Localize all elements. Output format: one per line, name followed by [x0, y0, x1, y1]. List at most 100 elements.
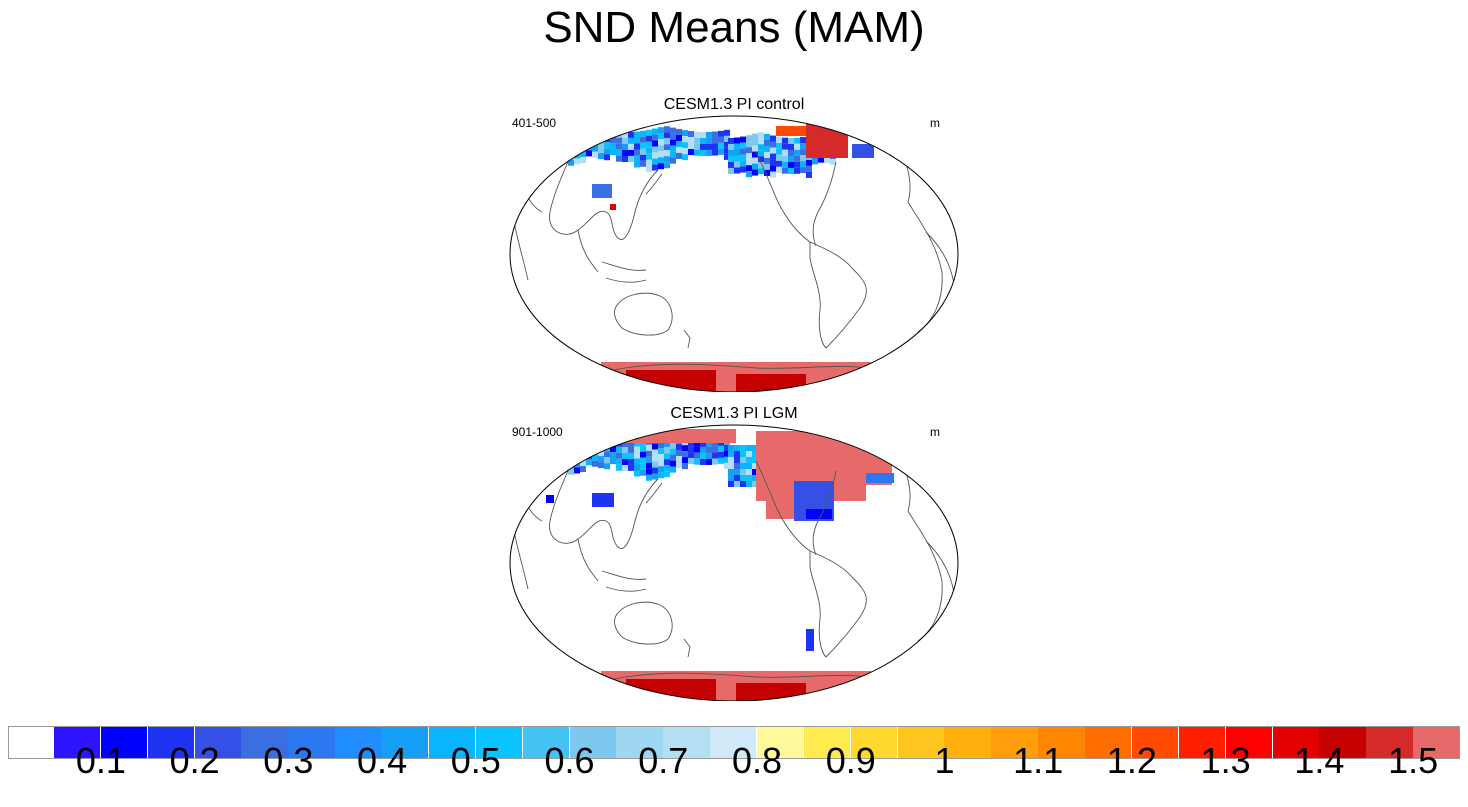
colorbar-tick-label: 0.6: [544, 740, 595, 781]
snow-cell: [646, 462, 652, 469]
colorbar-swatch: [288, 726, 336, 759]
snow-cell: [622, 458, 628, 465]
snow-cell: [752, 151, 758, 158]
snow-cell: [758, 150, 764, 157]
snow-cell: [574, 437, 580, 444]
snow-cell: [806, 629, 814, 651]
snow-cell: [580, 454, 586, 461]
snow-cell: [676, 455, 682, 462]
snow-cell: [788, 161, 794, 168]
snow-cell: [586, 441, 592, 448]
colorbar-swatch: [241, 726, 289, 759]
colorbar-tick-label: 1.3: [1200, 740, 1251, 781]
snow-cell: [740, 154, 746, 161]
snow-cell: [652, 128, 658, 135]
snow-cell: [740, 445, 746, 451]
snow-cell: [616, 155, 622, 162]
snow-cell: [758, 162, 764, 169]
snow-cell: [728, 475, 734, 481]
colorbar-swatch: [569, 726, 617, 759]
coastline: [577, 538, 647, 592]
snow-cell: [658, 442, 664, 449]
snow-cell: [788, 155, 794, 162]
snow-cell: [670, 151, 676, 158]
colorbar-swatch: [991, 726, 1039, 759]
snow-cell: [694, 149, 700, 156]
snow-cell: [740, 166, 746, 173]
snow-cell: [752, 451, 758, 457]
snow-cell: [724, 444, 730, 451]
snow-cell: [640, 154, 646, 161]
snow-cell: [568, 444, 574, 451]
snow-cell: [752, 163, 758, 170]
snow-cell: [604, 451, 610, 458]
snow-cell: [574, 146, 580, 153]
map-panel-control: CESM1.3 PI control 401-500 m: [506, 96, 962, 396]
snow-cell: [646, 135, 652, 142]
snow-cell: [580, 139, 586, 146]
snow-cell: [586, 459, 592, 466]
snow-cell: [652, 467, 658, 474]
snow-cell: [598, 462, 604, 469]
colorbar-tick-label: 0.9: [825, 740, 876, 781]
snow-cell: [718, 142, 724, 149]
snow-cell: [706, 131, 712, 138]
snow-cell: [746, 463, 752, 469]
snow-cell: [670, 127, 676, 134]
snow-cell: [580, 133, 586, 140]
snow-cell: [740, 457, 746, 463]
snow-cell: [628, 149, 634, 156]
coastline: [577, 229, 647, 283]
snow-cell: [682, 445, 688, 452]
snow-cell: [576, 429, 736, 443]
snow-cell: [586, 150, 592, 157]
snow-cell: [652, 140, 658, 147]
snow-cell: [776, 126, 806, 136]
colorbar-tick-label: 0.5: [450, 740, 501, 781]
snow-cell: [604, 439, 610, 446]
snow-cell: [800, 167, 806, 174]
snow-cell: [706, 446, 712, 453]
snow-cell: [688, 143, 694, 150]
snow-cell: [646, 165, 652, 172]
snow-cell: [634, 155, 640, 162]
coastline: [925, 231, 955, 285]
snow-cell: [728, 457, 734, 463]
snow-cell: [658, 460, 664, 467]
coastline: [614, 601, 673, 645]
snow-cell: [682, 154, 688, 161]
snow-cell: [764, 139, 770, 146]
snow-cell: [782, 155, 788, 162]
snow-cell: [694, 143, 700, 150]
snow-cell: [664, 459, 670, 466]
snow-cell: [800, 143, 806, 150]
snow-cell: [640, 457, 646, 464]
snow-cell: [592, 460, 598, 467]
snow-cell: [568, 450, 574, 457]
snow-cell: [646, 147, 652, 154]
map-border: [509, 115, 959, 392]
colorbar-swatch: [428, 726, 477, 759]
snow-cell: [652, 158, 658, 165]
snow-cell: [634, 452, 640, 459]
snow-cell: [670, 454, 676, 461]
snow-cell: [806, 165, 812, 172]
snow-cell: [622, 131, 628, 138]
colorbar-tick-label: 1.4: [1294, 740, 1345, 781]
coastline: [683, 329, 691, 349]
snow-cell: [746, 451, 752, 457]
snow-cell: [782, 149, 788, 156]
snow-cell: [616, 149, 622, 156]
snow-cell: [676, 128, 682, 135]
snow-cell: [752, 157, 758, 164]
snow-cell: [616, 452, 622, 459]
snow-cell: [776, 148, 782, 155]
snow-cell: [806, 675, 846, 687]
snow-cell: [628, 464, 634, 471]
snow-cell: [628, 446, 634, 453]
snow-cell: [746, 171, 752, 178]
snow-cell: [574, 140, 580, 147]
snow-cell: [794, 143, 800, 150]
snow-cell: [682, 451, 688, 458]
snow-cell: [852, 144, 874, 158]
